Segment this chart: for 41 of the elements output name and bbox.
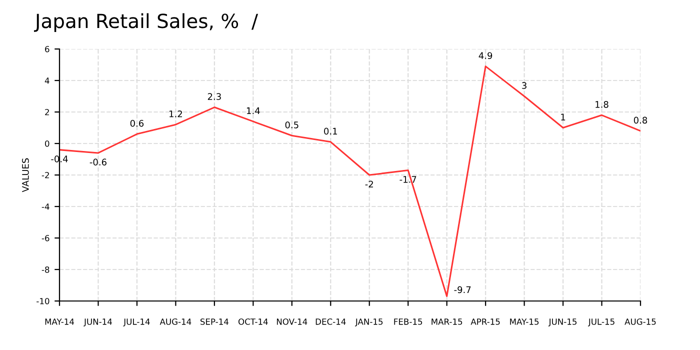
x-tick-label: AUG-14 (160, 318, 192, 325)
y-tick-label: 6 (45, 46, 50, 52)
x-tick-label: JUL-15 (588, 318, 614, 326)
x-tick-label: SEP-14 (200, 318, 228, 325)
x-tick-label: JUN-14 (84, 318, 112, 326)
x-tick-label: APR-15 (470, 318, 500, 325)
x-tick-label: MAR-15 (432, 318, 462, 325)
y-tick-label: -6 (42, 234, 50, 242)
y-tick-label: -2 (42, 172, 49, 178)
chart-title: Japan Retail Sales, % / (34, 13, 258, 32)
x-tick-label: OCT-14 (238, 318, 268, 325)
x-tick-label: MAY-14 (45, 318, 74, 325)
data-label: 1.4 (246, 107, 260, 114)
y-tick-label: 0 (45, 140, 50, 147)
data-label: 1.2 (170, 110, 182, 118)
y-tick-label: -4 (42, 204, 50, 210)
data-label: -2 (365, 180, 373, 188)
data-label: -0.6 (90, 158, 106, 166)
y-tick-label: -10 (36, 298, 50, 304)
y-axis-title: VALUES (22, 158, 29, 192)
data-label: 0.6 (130, 120, 144, 127)
data-label: 0.1 (324, 128, 337, 135)
y-tick-label: 2 (45, 108, 49, 116)
data-label: 3 (522, 82, 526, 89)
data-label: -9.7 (454, 286, 471, 294)
x-tick-label: FEB-15 (394, 318, 422, 325)
x-tick-label: MAY-15 (510, 318, 539, 325)
data-label: 2.3 (208, 93, 221, 100)
x-tick-label: JUL-14 (123, 318, 150, 326)
x-tick-label: AUG-15 (624, 318, 656, 325)
data-label: 0.8 (634, 116, 648, 124)
data-label: 0.5 (285, 121, 298, 128)
y-tick-label: -8 (42, 266, 50, 273)
x-tick-label: DEC-14 (316, 318, 346, 325)
data-label: 4.9 (478, 52, 492, 60)
x-tick-label: JAN-15 (355, 318, 383, 326)
data-label: 1 (561, 114, 566, 120)
y-tick-label: 4 (44, 78, 50, 84)
x-tick-label: JUN-15 (548, 318, 577, 326)
x-tick-label: NOV-14 (276, 318, 308, 325)
data-label: 1.8 (596, 101, 608, 108)
